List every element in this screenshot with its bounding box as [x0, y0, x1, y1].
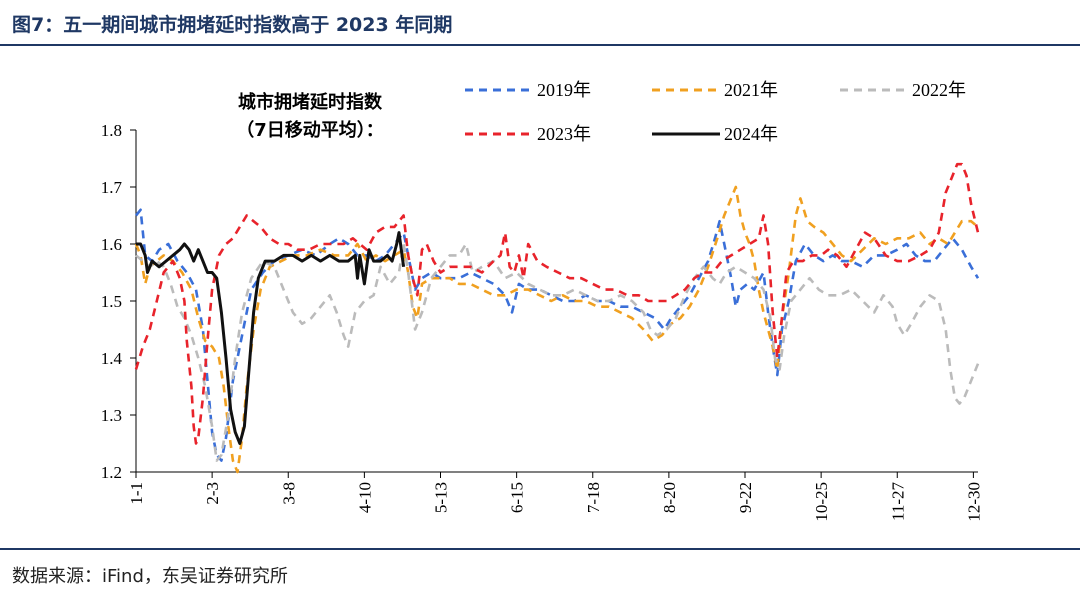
x-tick-label: 2-3: [203, 482, 222, 505]
x-tick-label: 9-22: [736, 482, 755, 513]
legend: 2019年 2021年 2022年 2023年 2024年: [465, 80, 966, 144]
x-tick-label: 6-15: [508, 482, 527, 513]
axes: 1.2 1.3 1.4 1.5 1.6 1.7 1.8 1-1 2-3 3-8 4-10 5-13 6-…: [101, 121, 984, 522]
series-line-2022: [135, 242, 980, 462]
chart-title: 城市拥堵延时指数 （7日移动平均）：: [236, 91, 384, 141]
y-tick-label: 1.8: [101, 121, 122, 140]
header: 图7：五一期间城市拥堵延时指数高于 2023 年同期: [0, 0, 1080, 46]
x-tick-label: 1-1: [127, 482, 146, 505]
series-line-2024: [136, 231, 406, 445]
y-tick-label: 1.7: [101, 178, 123, 197]
y-tick-label: 1.6: [101, 235, 122, 254]
chart-title-line-2: （7日移动平均）：: [236, 119, 384, 141]
x-tick-label: 11-27: [888, 482, 907, 522]
y-tick-label: 1.3: [101, 406, 122, 425]
footer: 数据来源：iFind，东吴证券研究所: [0, 548, 1080, 598]
line-chart: 1.2 1.3 1.4 1.5 1.6 1.7 1.8 1-1 2-3 3-8 4-10 5-13 6-…: [101, 80, 984, 522]
legend-label: 2023年: [537, 124, 591, 144]
x-tick-label: 12-30: [964, 482, 983, 522]
x-tick-label: 7-18: [584, 482, 603, 513]
legend-label: 2024年: [724, 124, 778, 144]
legend-label: 2019年: [537, 80, 591, 100]
series-layer: [134, 162, 980, 474]
y-tick-label: 1.4: [101, 349, 123, 368]
x-tick-label: 10-25: [812, 482, 831, 522]
series-line-2019: [134, 208, 980, 462]
y-tick-label: 1.5: [101, 292, 122, 311]
x-tick-label: 3-8: [279, 482, 298, 505]
legend-label: 2022年: [912, 80, 966, 100]
chart-title-line-1: 城市拥堵延时指数: [238, 91, 383, 113]
series-line-2021: [134, 185, 979, 474]
legend-label: 2021年: [724, 80, 778, 100]
series-line-2023: [134, 162, 980, 445]
figure-title: 图7：五一期间城市拥堵延时指数高于 2023 年同期: [12, 14, 453, 36]
x-tick-label: 4-10: [355, 482, 374, 513]
y-tick-label: 1.2: [101, 463, 122, 482]
x-tick-label: 8-20: [660, 482, 679, 513]
source-note: 数据来源：iFind，东吴证券研究所: [12, 566, 288, 587]
x-tick-label: 5-13: [432, 482, 451, 513]
